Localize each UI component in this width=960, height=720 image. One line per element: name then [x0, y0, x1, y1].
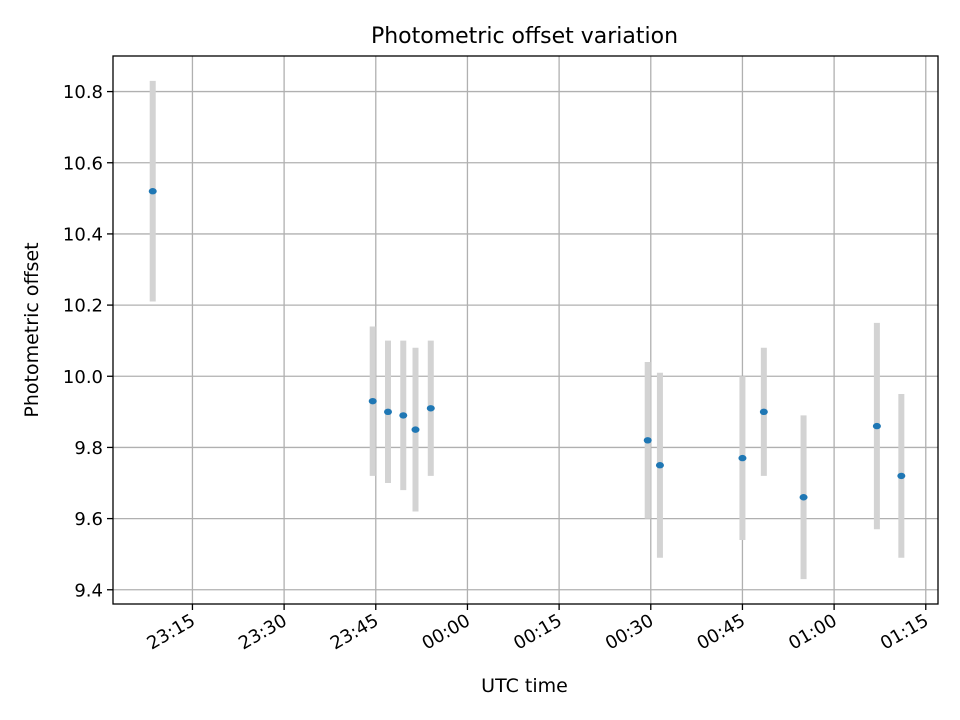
x-axis-label: UTC time: [481, 675, 568, 697]
data-point: [897, 472, 906, 480]
data-point: [148, 188, 157, 195]
data-point: [426, 405, 435, 412]
data-point: [368, 397, 377, 405]
chart-title: Photometric offset variation: [371, 24, 678, 49]
data-point: [799, 494, 808, 501]
data-point: [872, 422, 881, 430]
y-tick-label: 9.8: [74, 438, 103, 459]
y-tick-label: 10.8: [63, 82, 103, 103]
data-point: [384, 408, 392, 416]
y-tick-label: 10.6: [63, 153, 103, 174]
y-tick-label: 10.2: [63, 296, 103, 317]
data-points: [148, 188, 906, 501]
grid: [113, 56, 938, 604]
plot-frame: [112, 55, 939, 605]
y-axis-label: Photometric offset: [21, 242, 43, 417]
data-point: [399, 412, 408, 419]
data-point: [643, 437, 652, 444]
y-tick-label: 9.6: [74, 509, 103, 530]
data-point: [759, 408, 768, 416]
y-tick-label: 10.0: [63, 367, 103, 388]
data-point: [738, 454, 747, 462]
y-axis: 9.4 9.6 9.8 10.0 10.2 10.4 10.6 10.8: [63, 82, 113, 601]
y-tick-label: 10.4: [63, 224, 103, 245]
y-tick-label: 9.4: [74, 580, 103, 601]
data-point: [411, 426, 420, 433]
data-point: [655, 462, 664, 469]
